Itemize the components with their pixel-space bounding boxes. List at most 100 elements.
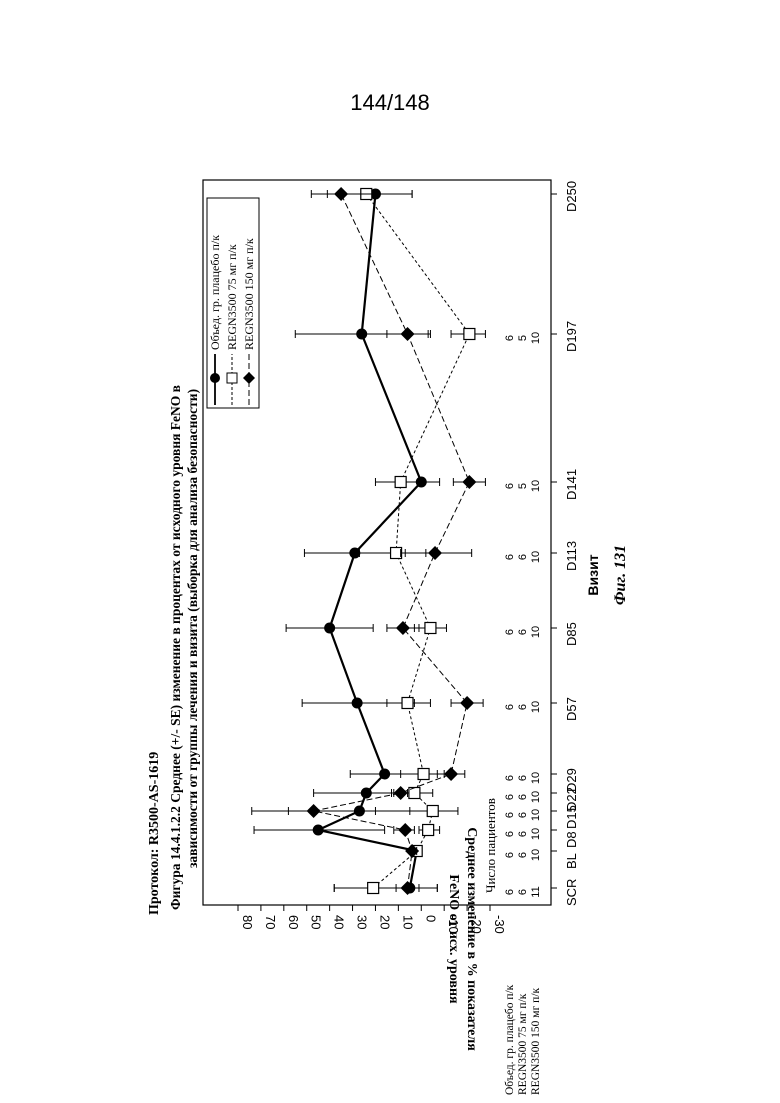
n-count: 6 (517, 831, 529, 837)
n-count: 6 (517, 775, 529, 781)
n-count: 10 (530, 701, 542, 713)
legend-label: REGN3500 75 мг п/к (225, 244, 239, 350)
x-tick-label: D113 (564, 541, 579, 571)
n-count: 6 (504, 831, 516, 837)
series-line (314, 194, 470, 888)
data-point-diamond (398, 823, 412, 837)
legend-label: REGN3500 150 мг п/к (242, 238, 256, 350)
data-point-square (418, 769, 429, 780)
data-point-diamond (462, 475, 476, 489)
n-count: 10 (530, 480, 542, 492)
figure-caption: Фиг. 131 (612, 545, 629, 605)
legend-label: Объед. гр. плацебо п/к (208, 235, 222, 350)
n-count: 6 (504, 554, 516, 560)
data-point-diamond (307, 804, 321, 818)
series-line (366, 194, 469, 888)
data-point-circle (324, 623, 335, 634)
n-count: 5 (517, 483, 529, 489)
n-table-counts: 6666666666666666666655111010101010101010… (504, 332, 542, 898)
x-tick-label: D250 (564, 181, 579, 212)
y-tick-label: 10 (400, 915, 415, 929)
x-axis-label: Визит (585, 554, 601, 595)
n-table-header: Число пациентов (483, 798, 498, 893)
data-point-diamond (334, 187, 348, 201)
legend: Объед. гр. плацебо п/к REGN3500 75 мг п/… (207, 198, 259, 408)
n-count: 6 (504, 775, 516, 781)
y-tick-label: 70 (263, 915, 278, 929)
n-table-row-label-150: REGN3500 150 мг п/к (530, 987, 542, 1095)
data-point-square (464, 329, 475, 340)
y-tick-label: -30 (492, 915, 507, 934)
n-count: 6 (504, 483, 516, 489)
y-axis-label-line2: FeNO от исх. уровня (446, 874, 461, 1004)
x-tick-label: SCR (564, 879, 579, 906)
x-tick-label: BL (564, 853, 579, 869)
y-tick-label: 50 (309, 915, 324, 929)
n-table-row-label-placebo: Объед. гр. плацебо п/к (504, 984, 516, 1095)
data-point-circle (313, 825, 324, 836)
x-tick-label: D141 (564, 469, 579, 500)
y-tick-label: 60 (286, 915, 301, 929)
n-count: 10 (530, 849, 542, 861)
n-count: 6 (504, 704, 516, 710)
figure-title-line1: Фигура 14.4.1.2.2 Среднее (+/- SE) измен… (168, 385, 183, 910)
n-count: 6 (504, 794, 516, 800)
n-count: 10 (530, 551, 542, 563)
y-tick-label: 30 (355, 915, 370, 929)
n-count: 6 (517, 852, 529, 858)
n-count: 10 (530, 791, 542, 803)
x-tick-label: D8 (564, 831, 579, 848)
data-point-square (423, 825, 434, 836)
series-line (318, 194, 421, 888)
series-square (327, 189, 485, 894)
n-table-row-label-75: REGN3500 75 мг п/к (517, 993, 529, 1095)
data-point-circle (356, 329, 367, 340)
n-count: 6 (504, 629, 516, 635)
data-point-diamond (394, 786, 408, 800)
figure-title-line2: зависимости от группы лечения и визита (… (185, 389, 200, 868)
n-count: 10 (530, 828, 542, 840)
n-count: 6 (517, 794, 529, 800)
n-count: 6 (504, 889, 516, 895)
n-count: 6 (517, 554, 529, 560)
data-point-diamond (444, 767, 458, 781)
data-point-square (368, 883, 379, 894)
legend-item-75: REGN3500 75 мг п/к (225, 244, 239, 405)
x-tick-label: D85 (564, 622, 579, 646)
data-point-circle (349, 548, 360, 559)
data-point-diamond (401, 327, 415, 341)
n-count: 10 (530, 332, 542, 344)
legend-circle-icon (210, 373, 220, 383)
protocol-label: Протокол: R3500-AS-1619 (147, 752, 162, 915)
data-point-diamond (428, 546, 442, 560)
data-point-circle (361, 788, 372, 799)
x-tick-label: D57 (564, 697, 579, 721)
y-tick-label: 20 (377, 915, 392, 929)
n-count: 5 (517, 335, 529, 341)
n-count: 6 (517, 629, 529, 635)
data-point-diamond (460, 696, 474, 710)
x-axis: SCRBLD8D15D22D29D57D85D113D141D197D250 (551, 181, 579, 906)
n-count: 6 (517, 889, 529, 895)
n-count: 6 (517, 704, 529, 710)
n-count: 10 (530, 772, 542, 784)
legend-square-icon (227, 373, 237, 383)
n-count: 6 (517, 812, 529, 818)
y-tick-label: 0 (423, 915, 438, 922)
y-tick-label: 80 (240, 915, 255, 929)
n-count: 6 (504, 852, 516, 858)
n-count: 6 (504, 812, 516, 818)
n-count: 11 (530, 886, 542, 897)
y-tick-label: 40 (332, 915, 347, 929)
y-axis-label-line1: Среднее изменение в % показателя (464, 827, 479, 1051)
data-point-square (395, 477, 406, 488)
data-point-square (427, 806, 438, 817)
series-layer (252, 187, 486, 895)
x-tick-label: D197 (564, 321, 579, 352)
n-count: 10 (530, 626, 542, 638)
data-point-circle (379, 769, 390, 780)
data-point-diamond (401, 881, 415, 895)
n-count: 6 (504, 335, 516, 341)
data-point-circle (352, 698, 363, 709)
n-count: 10 (530, 809, 542, 821)
